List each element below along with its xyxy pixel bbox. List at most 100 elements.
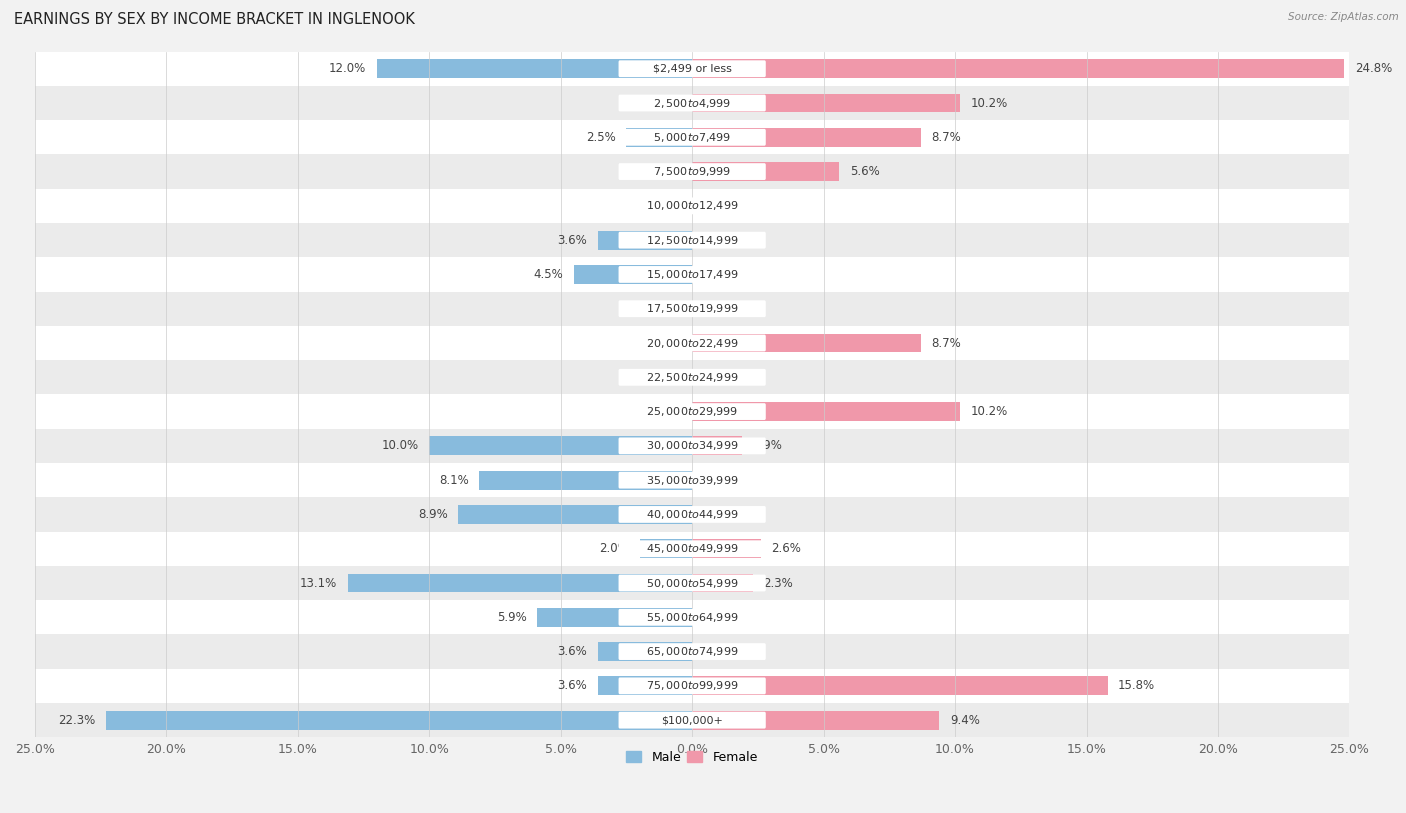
Bar xyxy=(35,326,1350,360)
Text: 8.7%: 8.7% xyxy=(931,337,962,350)
Text: 1.9%: 1.9% xyxy=(752,439,783,452)
Text: $20,000 to $22,499: $20,000 to $22,499 xyxy=(645,337,738,350)
Text: $45,000 to $49,999: $45,000 to $49,999 xyxy=(645,542,738,555)
Bar xyxy=(35,463,1350,498)
Text: 10.0%: 10.0% xyxy=(381,439,419,452)
FancyBboxPatch shape xyxy=(619,266,766,283)
Bar xyxy=(598,676,692,695)
Text: $2,499 or less: $2,499 or less xyxy=(652,63,731,74)
Text: $15,000 to $17,499: $15,000 to $17,499 xyxy=(645,268,738,281)
Bar xyxy=(347,574,692,593)
Bar xyxy=(458,505,692,524)
Text: 0.0%: 0.0% xyxy=(652,165,682,178)
FancyBboxPatch shape xyxy=(619,94,766,111)
Bar xyxy=(35,360,1350,394)
Bar xyxy=(692,539,761,559)
Text: 0.0%: 0.0% xyxy=(652,405,682,418)
Text: 0.0%: 0.0% xyxy=(703,474,733,487)
Text: 3.6%: 3.6% xyxy=(557,645,588,658)
Text: 0.0%: 0.0% xyxy=(652,302,682,315)
FancyBboxPatch shape xyxy=(619,369,766,385)
Bar xyxy=(692,574,752,593)
Text: 15.8%: 15.8% xyxy=(1118,680,1156,693)
Bar xyxy=(35,600,1350,634)
FancyBboxPatch shape xyxy=(619,506,766,523)
Text: 9.4%: 9.4% xyxy=(950,714,980,727)
Bar xyxy=(35,634,1350,669)
Text: $55,000 to $64,999: $55,000 to $64,999 xyxy=(645,611,738,624)
Bar xyxy=(35,428,1350,463)
Text: 10.2%: 10.2% xyxy=(970,405,1008,418)
FancyBboxPatch shape xyxy=(619,300,766,317)
Bar xyxy=(692,402,960,421)
FancyBboxPatch shape xyxy=(619,437,766,454)
Text: 0.0%: 0.0% xyxy=(703,645,733,658)
Text: $50,000 to $54,999: $50,000 to $54,999 xyxy=(645,576,738,589)
FancyBboxPatch shape xyxy=(619,403,766,420)
Text: EARNINGS BY SEX BY INCOME BRACKET IN INGLENOOK: EARNINGS BY SEX BY INCOME BRACKET IN ING… xyxy=(14,12,415,27)
Bar xyxy=(692,59,1344,78)
Text: 0.0%: 0.0% xyxy=(703,302,733,315)
Bar xyxy=(35,498,1350,532)
Bar xyxy=(35,120,1350,154)
Bar xyxy=(692,437,742,455)
Text: $10,000 to $12,499: $10,000 to $12,499 xyxy=(645,199,738,212)
Text: 3.6%: 3.6% xyxy=(557,680,588,693)
Text: 0.0%: 0.0% xyxy=(703,611,733,624)
Text: 8.9%: 8.9% xyxy=(418,508,447,521)
Text: 12.0%: 12.0% xyxy=(329,63,366,76)
Bar xyxy=(377,59,692,78)
Text: $17,500 to $19,999: $17,500 to $19,999 xyxy=(645,302,738,315)
Bar xyxy=(35,86,1350,120)
Text: 2.3%: 2.3% xyxy=(763,576,793,589)
Bar xyxy=(640,539,692,559)
Bar xyxy=(35,154,1350,189)
Text: $7,500 to $9,999: $7,500 to $9,999 xyxy=(652,165,731,178)
Bar xyxy=(692,128,921,146)
Bar xyxy=(429,437,692,455)
Text: $2,500 to $4,999: $2,500 to $4,999 xyxy=(652,97,731,110)
Text: $30,000 to $34,999: $30,000 to $34,999 xyxy=(645,439,738,452)
Text: 0.0%: 0.0% xyxy=(703,268,733,281)
Text: 22.3%: 22.3% xyxy=(58,714,96,727)
Text: $22,500 to $24,999: $22,500 to $24,999 xyxy=(645,371,738,384)
FancyBboxPatch shape xyxy=(619,711,766,728)
Bar xyxy=(35,566,1350,600)
FancyBboxPatch shape xyxy=(619,60,766,77)
Text: $25,000 to $29,999: $25,000 to $29,999 xyxy=(645,405,738,418)
Text: $100,000+: $100,000+ xyxy=(661,715,723,725)
Text: 4.5%: 4.5% xyxy=(534,268,564,281)
Text: $75,000 to $99,999: $75,000 to $99,999 xyxy=(645,680,738,693)
Bar xyxy=(598,642,692,661)
Text: 8.1%: 8.1% xyxy=(439,474,468,487)
Text: 0.0%: 0.0% xyxy=(652,199,682,212)
Bar xyxy=(537,608,692,627)
Bar xyxy=(35,257,1350,292)
Text: 24.8%: 24.8% xyxy=(1354,63,1392,76)
Legend: Male, Female: Male, Female xyxy=(621,746,763,769)
FancyBboxPatch shape xyxy=(619,609,766,626)
Text: $65,000 to $74,999: $65,000 to $74,999 xyxy=(645,645,738,658)
FancyBboxPatch shape xyxy=(619,541,766,557)
Bar xyxy=(35,292,1350,326)
Bar xyxy=(692,676,1108,695)
Text: 0.0%: 0.0% xyxy=(703,199,733,212)
Text: Source: ZipAtlas.com: Source: ZipAtlas.com xyxy=(1288,12,1399,22)
Text: $12,500 to $14,999: $12,500 to $14,999 xyxy=(645,233,738,246)
FancyBboxPatch shape xyxy=(619,575,766,591)
Bar xyxy=(35,223,1350,257)
Bar xyxy=(35,394,1350,428)
FancyBboxPatch shape xyxy=(619,643,766,660)
FancyBboxPatch shape xyxy=(619,163,766,180)
Bar xyxy=(35,532,1350,566)
Text: 0.0%: 0.0% xyxy=(652,337,682,350)
Text: 0.0%: 0.0% xyxy=(703,371,733,384)
Text: 0.0%: 0.0% xyxy=(652,97,682,110)
Text: 0.0%: 0.0% xyxy=(703,508,733,521)
Bar xyxy=(598,231,692,250)
Bar xyxy=(105,711,692,729)
Text: 10.2%: 10.2% xyxy=(970,97,1008,110)
FancyBboxPatch shape xyxy=(619,198,766,215)
Text: 8.7%: 8.7% xyxy=(931,131,962,144)
Bar xyxy=(479,471,692,489)
